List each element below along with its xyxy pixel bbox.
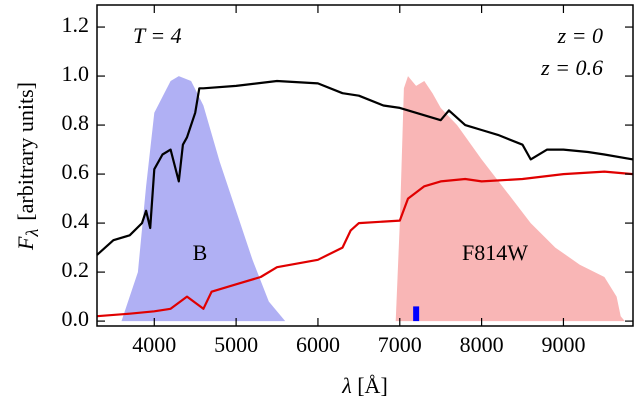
legend-label: z = 0 [557,23,603,48]
y-axis-symbol: F [13,236,38,251]
y-axis-subscript: λ [22,229,42,238]
plot-area [96,76,634,322]
spectrum-line [96,170,634,318]
x-tick-label: 6000 [296,332,340,357]
x-tick-label: 4000 [132,332,176,357]
y-tick-label: 0.4 [62,208,90,233]
y-tick-label: 0.8 [62,110,90,135]
x-axis-units: [Å] [357,373,388,398]
y-axis-label: Fλ [arbitrary units] [13,82,42,251]
y-tick-label: 0.0 [62,306,90,331]
y-tick-label: 0.2 [62,257,90,282]
y-axis-units: [arbitrary units] [13,82,38,221]
x-tick-label: 5000 [214,332,258,357]
x-tick-label: 8000 [460,332,504,357]
x-tick-label: 7000 [378,332,422,357]
y-tick-label: 1.2 [62,12,90,37]
spectrum-line [96,79,634,256]
x-axis-label: λ [Å] [341,373,388,398]
x-tick-label: 9000 [541,332,585,357]
axes-frame [96,4,634,327]
x-axis-symbol: λ [341,373,352,398]
filter-area [395,76,625,322]
legend-label: z = 0.6 [540,55,603,80]
y-tick-label: 0.6 [62,159,90,184]
marker [413,306,420,322]
filter-label: B [193,240,208,265]
filter-area [121,76,286,322]
y-tick-label: 1.0 [62,61,90,86]
annotation: T = 4 [133,23,182,48]
filter-label: F814W [462,240,528,265]
